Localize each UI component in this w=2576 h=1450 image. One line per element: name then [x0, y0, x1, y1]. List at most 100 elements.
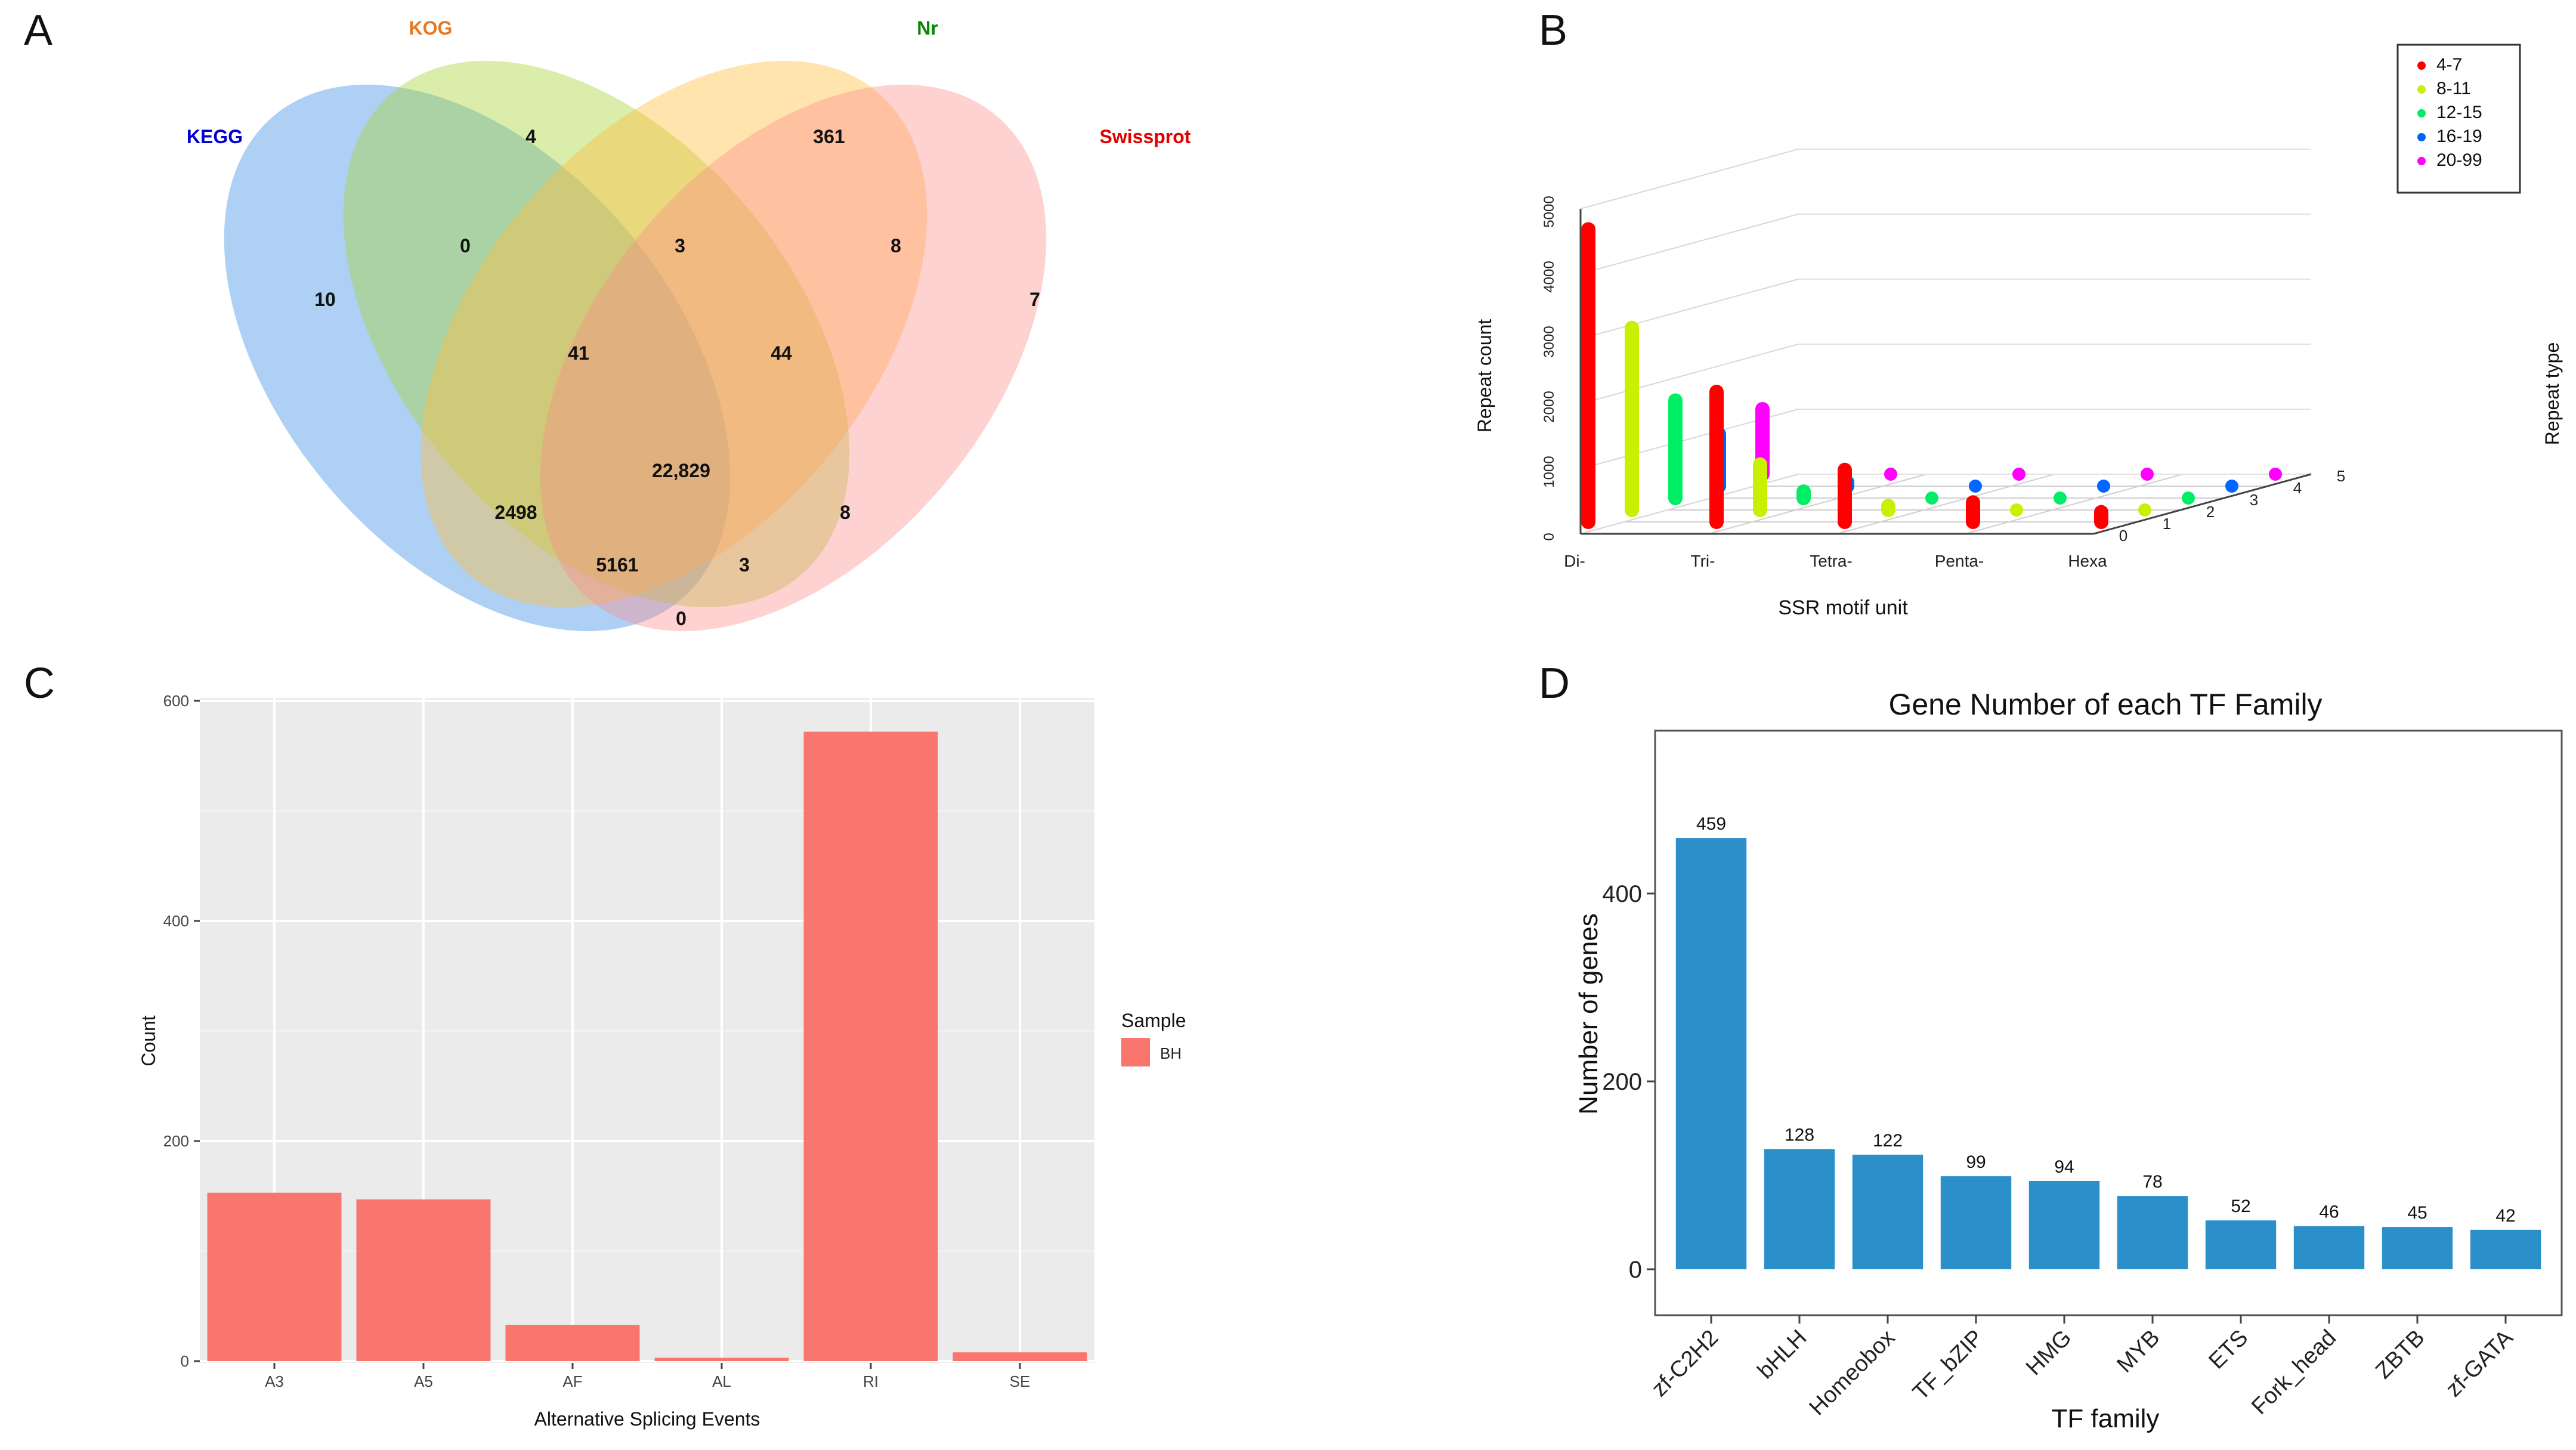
venn-set-label-kog: KOG [409, 17, 453, 39]
tf-chart-title: Gene Number of each TF Family [1888, 688, 2322, 721]
venn-region-kegg: 10 [314, 289, 336, 310]
ssr-z-tick-label: 5 [2337, 467, 2345, 485]
tf-bar-value-label: 45 [2407, 1203, 2427, 1223]
splicing-bar [953, 1352, 1087, 1361]
splicing-bar [803, 731, 938, 1361]
venn-region-kegg-nr-swissprot: 5161 [596, 554, 638, 576]
tf-x-tick-label: Homeobox [1805, 1325, 1900, 1421]
ssr-axes [1579, 209, 2312, 535]
tf-bar [1675, 838, 1747, 1269]
ssr-legend: 4-7 8-11 12-15 16-19 20-99 [2396, 44, 2521, 194]
tf-x-tick-label: zf-GATA [2441, 1325, 2518, 1402]
ssr-legend-label: 12-15 [2436, 103, 2482, 122]
tf-x-tick-label: zf-C2H2 [1647, 1325, 1723, 1402]
ssr-legend-swatch [2417, 61, 2426, 70]
venn-region-kog-nr: 3 [675, 235, 685, 256]
splicing-y-tick-label: 400 [163, 912, 189, 930]
tf-y-tick-label: 200 [1602, 1069, 1642, 1095]
venn-set-label-kegg: KEGG [187, 126, 243, 147]
ssr-z-tick-label: 4 [2293, 479, 2302, 497]
splicing-y-tick-label: 600 [163, 692, 189, 710]
venn-region-kog: 4 [525, 126, 536, 147]
ssr-x-tick-label: Di- [1564, 552, 1585, 570]
ssr-legend-box [2396, 44, 2521, 194]
venn-region-kog-nr-swissprot: 44 [771, 342, 792, 364]
venn-diagram: KEGG KOG Nr Swissprot 10 4 361 7 0 3 8 4… [187, 17, 1191, 632]
tf-bar-value-label: 99 [1966, 1152, 1986, 1172]
ssr-z-axis-line [2093, 473, 2312, 535]
venn-region-kog-swissprot: 8 [840, 502, 851, 523]
splicing-x-tick-label: AL [712, 1372, 731, 1390]
ssr-z-tick-label: 1 [2163, 515, 2171, 533]
venn-region-nr-swissprot: 8 [890, 235, 901, 256]
splicing-legend-title: Sample [1121, 1010, 1186, 1031]
splicing-bar [654, 1358, 789, 1361]
ssr-x-tick-label: Tetra- [1810, 552, 1853, 570]
tf-bar-value-label: 94 [2054, 1157, 2074, 1177]
splicing-bars [207, 731, 1087, 1361]
ssr-y-tick-label: 5000 [1541, 196, 1557, 227]
venn-ellipse-swissprot [540, 84, 1047, 632]
splicing-y-tick-label: 200 [163, 1132, 189, 1150]
ssr-wall-gridline [1580, 279, 1799, 339]
ssr-legend-label: 4-7 [2436, 55, 2462, 75]
tf-bar-value-label: 46 [2319, 1202, 2339, 1222]
ssr-legend-label: 8-11 [2436, 79, 2471, 98]
tf-y-axis-label: Number of genes [1574, 913, 1603, 1115]
venn-region-kegg-kog: 0 [460, 235, 471, 256]
tf-x-tick-label: HMG [2021, 1325, 2076, 1380]
ssr-3d-chart: 0 1000 2000 3000 4000 5000 Di- Tri- Tetra- Penta-… [1474, 44, 2563, 619]
ssr-legend-label: 20-99 [2436, 150, 2482, 170]
ssr-legend-swatch [2417, 85, 2426, 94]
venn-ellipse-nr [420, 60, 927, 608]
venn-region-kegg-kog-nr: 41 [568, 342, 589, 364]
splicing-x-tick-label: RI [863, 1372, 879, 1390]
splicing-y-tick-label: 0 [181, 1352, 189, 1370]
splicing-bar [356, 1199, 491, 1361]
ssr-legend-swatch [2417, 133, 2426, 141]
ssr-legend-swatch [2417, 157, 2426, 165]
venn-region-kegg-nr: 2498 [494, 502, 537, 523]
ssr-x-tick-label: Tri- [1691, 552, 1715, 570]
ssr-x-axis-label: SSR motif unit [1778, 596, 1908, 619]
ssr-wall-gridline [1580, 344, 1799, 404]
tf-bar-value-label: 459 [1696, 814, 1726, 834]
ssr-x-tick-label: Penta- [1935, 552, 1984, 570]
tf-x-tick-label: bHLH [1753, 1325, 1811, 1384]
venn-region-all: 22,829 [652, 460, 710, 481]
ssr-bar [2225, 480, 2238, 493]
tf-bar-value-label: 78 [2142, 1172, 2162, 1192]
venn-ellipse-kog [343, 60, 850, 608]
tf-x-tick-label: MYB [2112, 1325, 2164, 1378]
ssr-legend-swatch [2417, 109, 2426, 118]
splicing-bar [505, 1325, 640, 1361]
tf-bar [2382, 1227, 2453, 1269]
tf-x-tick-label: Fork_head [2247, 1325, 2341, 1420]
tf-x-tick-label: ETS [2204, 1325, 2253, 1374]
splicing-ticks: 0 200 400 600 A3 A5 AF AL RI SE [163, 692, 1031, 1390]
splicing-y-axis-label: Count [138, 1015, 159, 1066]
ssr-bar [2269, 468, 2282, 481]
ssr-wall-gridline [1580, 214, 1799, 274]
splicing-legend: Sample BH [1121, 1010, 1186, 1066]
ssr-bar [2138, 503, 2151, 517]
splicing-x-axis-label: Alternative Splicing Events [534, 1408, 760, 1430]
venn-region-kegg-swissprot: 0 [676, 608, 686, 629]
ssr-grid [1580, 149, 2312, 534]
splicing-x-tick-label: A5 [414, 1372, 433, 1390]
ssr-floor-gridline [1965, 474, 2184, 534]
venn-region-nr: 361 [813, 126, 845, 147]
splicing-legend-swatch [1121, 1038, 1150, 1066]
ssr-bar [2010, 503, 2023, 517]
tf-y-tick-label: 0 [1629, 1257, 1642, 1283]
tf-bar-value-label: 42 [2495, 1206, 2515, 1226]
ssr-floor-gridline [1836, 474, 2055, 534]
tf-bar [1940, 1176, 2012, 1269]
venn-ellipse-kegg [224, 84, 731, 632]
splicing-bar [207, 1192, 342, 1361]
ssr-bar [2141, 468, 2154, 481]
splicing-x-tick-label: SE [1010, 1372, 1031, 1390]
ssr-z-tick-label: 0 [2119, 527, 2127, 545]
ssr-bars [1581, 222, 2282, 529]
ssr-z-tick-label: 2 [2206, 503, 2215, 521]
